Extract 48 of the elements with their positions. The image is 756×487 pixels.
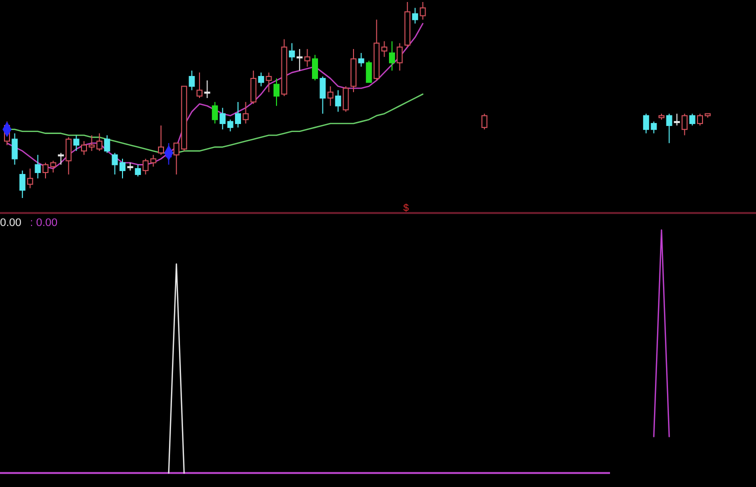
candlestick <box>304 48 310 68</box>
candlestick <box>274 78 280 106</box>
candlestick <box>96 132 102 152</box>
candlestick <box>320 76 326 114</box>
candlestick <box>58 152 64 166</box>
candlestick <box>250 70 256 104</box>
candlestick <box>420 2 426 20</box>
candlestick <box>196 72 202 99</box>
candlestick <box>689 113 696 126</box>
candlestick <box>104 134 110 154</box>
candlestick <box>258 72 264 87</box>
candlestick <box>296 48 303 72</box>
candlestick <box>389 40 395 72</box>
text: $ <box>403 203 410 214</box>
candlestick <box>150 154 156 168</box>
candlestick <box>342 86 349 112</box>
candlestick <box>366 60 372 83</box>
candlestick <box>266 72 272 93</box>
candlestick <box>66 136 72 175</box>
text: : 0.00 <box>30 217 58 229</box>
candlestick <box>34 154 41 179</box>
candlestick <box>142 158 149 175</box>
candlestick <box>666 113 672 144</box>
candlestick <box>188 70 195 91</box>
candlestick <box>396 42 403 72</box>
candlestick <box>481 113 488 130</box>
candlestick <box>381 40 388 58</box>
candlestick <box>643 113 650 134</box>
candlestick <box>158 124 164 156</box>
candlestick <box>242 101 249 124</box>
text: 0.00 <box>0 217 22 229</box>
candlestick <box>312 54 318 81</box>
candlestick <box>412 7 418 24</box>
candlestick <box>358 52 364 68</box>
candlestick <box>134 164 141 177</box>
candlestick <box>204 80 210 99</box>
candlestick <box>12 132 18 166</box>
candlestick <box>220 107 226 130</box>
candlestick <box>327 86 334 106</box>
candlestick <box>674 113 680 126</box>
candlestick <box>682 113 688 136</box>
candlestick <box>73 134 80 152</box>
candlestick <box>650 121 657 134</box>
candlestick <box>27 168 34 189</box>
candlestick <box>212 101 218 124</box>
candlestick <box>19 170 26 198</box>
candlestick <box>335 90 342 112</box>
candlestick <box>288 42 295 62</box>
